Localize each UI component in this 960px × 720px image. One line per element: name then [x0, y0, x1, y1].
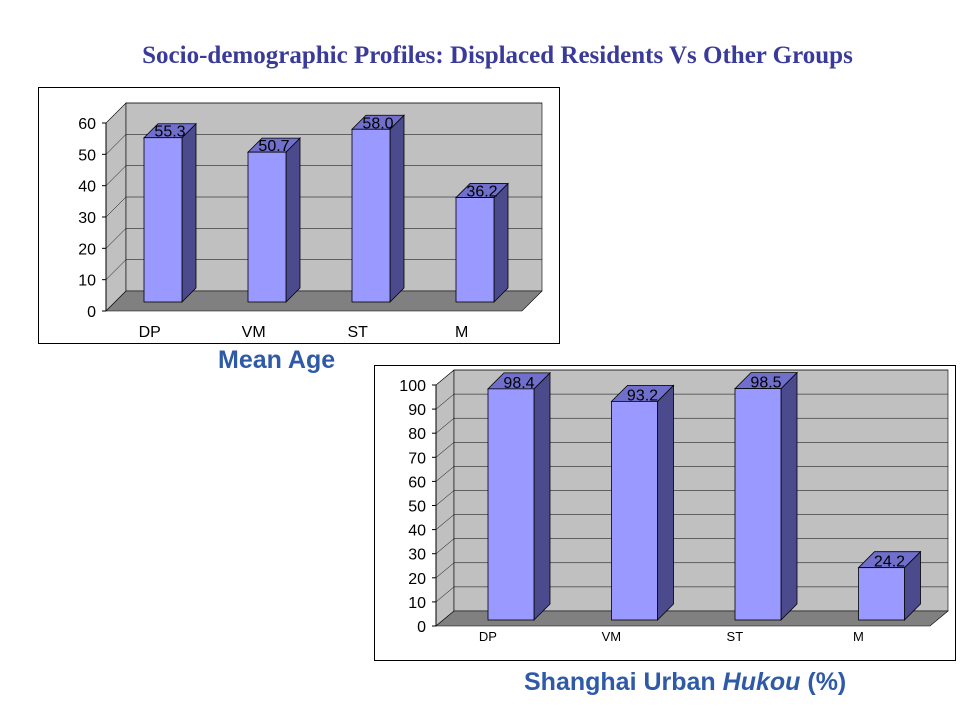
hukou-y-tick-label: 0 — [417, 619, 426, 636]
hukou-bar-side — [657, 384, 674, 621]
hukou-y-tick-label: 100 — [399, 378, 426, 395]
hukou-y-tick-label: 60 — [408, 474, 426, 491]
mean-age-category-label: ST — [347, 324, 368, 341]
mean-age-bar — [455, 197, 495, 303]
hukou-data-label: 98.4 — [503, 375, 534, 392]
hukou-caption-part-1: Shanghai Urban — [524, 668, 723, 696]
mean-age-category-label: DP — [139, 324, 161, 341]
hukou-y-tick-label: 70 — [408, 450, 426, 467]
hukou-caption-part-2: Hukou — [722, 668, 801, 696]
hukou-category-label: DP — [479, 629, 497, 644]
hukou-bar — [611, 400, 658, 621]
hukou-gridline — [435, 562, 455, 578]
mean-age-category-label: M — [455, 324, 468, 341]
mean-age-data-label: 58.0 — [362, 115, 393, 132]
mean-age-chart: 0 10 20 30 40 50 60 55.3 DP 50.7 VM 58.0 ST 36.2 M — [38, 87, 560, 344]
hukou-gridline — [435, 369, 455, 386]
mean-age-category-label: VM — [242, 324, 266, 341]
mean-age-gridline — [105, 228, 127, 249]
mean-age-data-label: 55.3 — [154, 124, 185, 141]
hukou-gridline — [435, 418, 455, 434]
mean-age-y-tick-label: 30 — [78, 210, 96, 227]
mean-age-bar — [247, 151, 287, 303]
hukou-floor — [435, 610, 949, 627]
hukou-gridline — [435, 442, 455, 458]
hukou-bar — [734, 388, 782, 621]
mean-age-y-tick-label: 50 — [78, 147, 96, 164]
hukou-category-label: M — [853, 629, 864, 644]
mean-age-bar-side — [493, 182, 509, 303]
mean-age-bar-side — [181, 122, 197, 303]
hukou-data-label: 24.2 — [874, 554, 905, 571]
hukou-category-label: VM — [602, 629, 622, 644]
hukou-y-tick-label: 10 — [408, 595, 426, 612]
page-title: Socio-demographic Profiles: Displaced Re… — [142, 42, 853, 69]
hukou-bar-side — [533, 371, 551, 621]
hukou-gridline — [435, 490, 455, 506]
hukou-bar — [858, 567, 905, 621]
hukou-data-label: 93.2 — [627, 387, 658, 404]
mean-age-caption: Mean Age — [218, 346, 336, 374]
hukou-bar — [487, 388, 535, 621]
hukou-chart: 0 10 20 30 40 50 60 70 80 90 100 98.4 DP 93.2 VM 98.5 ST… — [374, 365, 956, 661]
hukou-caption-part-3: (%) — [800, 668, 847, 696]
mean-age-bar — [143, 137, 183, 303]
mean-age-floor — [105, 290, 543, 312]
hukou-y-tick-label: 90 — [408, 402, 426, 419]
mean-age-y-tick-label: 60 — [78, 116, 96, 133]
mean-age-bar-side — [285, 137, 301, 303]
hukou-category-label: ST — [727, 629, 744, 644]
hukou-y-tick-label: 80 — [408, 426, 426, 443]
mean-age-y-tick-label: 20 — [78, 241, 96, 258]
hukou-caption: Shanghai Urban Hukou (%) — [524, 668, 846, 697]
mean-age-gridline — [105, 259, 127, 280]
mean-age-data-label: 50.7 — [258, 138, 289, 155]
mean-age-bar — [351, 128, 391, 303]
hukou-gridline — [435, 514, 455, 530]
hukou-gridline — [435, 538, 455, 554]
hukou-y-tick-label: 50 — [408, 499, 426, 516]
hukou-bar-side — [780, 371, 798, 621]
mean-age-gridline — [105, 165, 127, 186]
mean-age-data-label: 36.2 — [466, 184, 497, 201]
mean-age-y-tick-label: 10 — [78, 273, 96, 290]
hukou-gridline — [435, 586, 455, 603]
hukou-gridline — [435, 393, 455, 410]
hukou-y-tick-label: 20 — [408, 571, 426, 588]
hukou-y-tick-label: 30 — [408, 547, 426, 564]
mean-age-gridline — [105, 196, 127, 218]
hukou-gridline — [435, 466, 455, 482]
mean-age-gridline — [105, 102, 127, 124]
mean-age-bar-side — [389, 114, 405, 303]
mean-age-y-tick-label: 0 — [87, 304, 96, 321]
mean-age-gridline — [105, 134, 127, 155]
hukou-y-tick-label: 40 — [408, 523, 426, 540]
hukou-data-label: 98.5 — [750, 375, 781, 392]
mean-age-y-tick-label: 40 — [78, 179, 96, 196]
